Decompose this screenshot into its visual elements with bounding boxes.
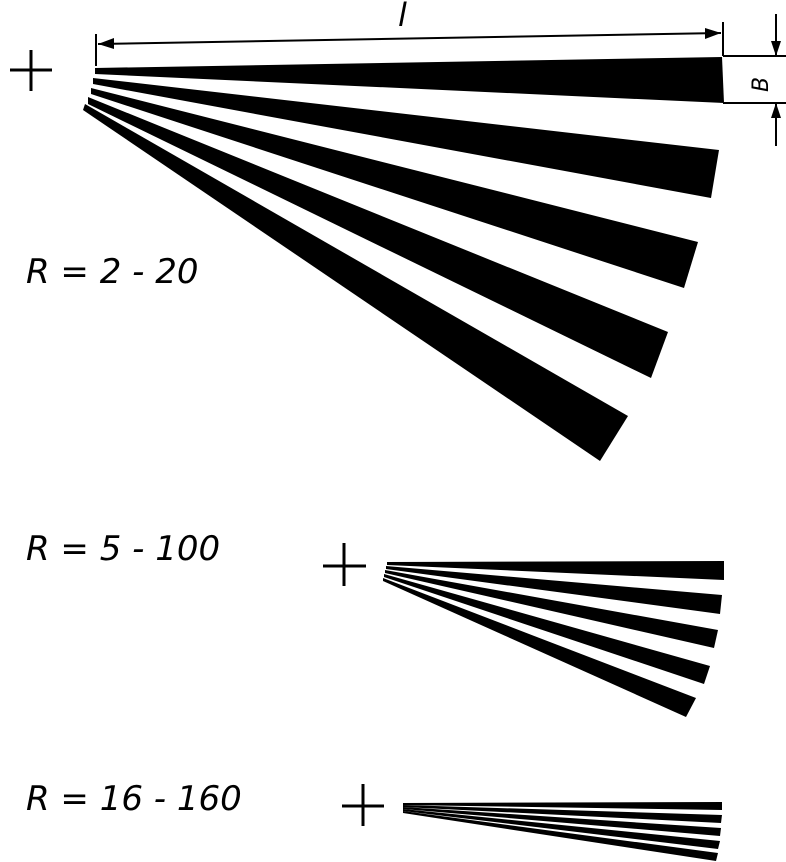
wedge-3-5 bbox=[403, 811, 718, 861]
wedge-3-4 bbox=[403, 809, 720, 849]
ray-group-2: R = 5 - 100 bbox=[26, 529, 724, 717]
range-label-3: R = 16 - 160 bbox=[26, 779, 242, 819]
length-dimension bbox=[95, 22, 724, 66]
wedge-3-1 bbox=[403, 802, 722, 810]
range-label-1: R = 2 - 20 bbox=[26, 252, 199, 292]
center-cross-2 bbox=[323, 543, 366, 586]
wedge-2-1 bbox=[387, 561, 724, 580]
center-cross-3 bbox=[342, 784, 384, 826]
wedge-2-4 bbox=[384, 574, 710, 684]
center-cross-1 bbox=[10, 50, 52, 91]
ray-group-3: R = 16 - 160 bbox=[26, 779, 722, 861]
wedge-1-4 bbox=[88, 97, 668, 378]
wedge-3-2 bbox=[403, 805, 722, 823]
width-dimension bbox=[723, 14, 786, 146]
wedge-1-1 bbox=[95, 57, 724, 103]
wedge-2-5 bbox=[383, 578, 696, 717]
wedge-1-5 bbox=[83, 104, 628, 461]
range-label-2: R = 5 - 100 bbox=[26, 529, 220, 569]
ray-group-1: l B R = 2 - 20 bbox=[10, 0, 786, 461]
length-label: l bbox=[398, 0, 407, 34]
wedge-1-3 bbox=[91, 88, 698, 288]
wedge-2-2 bbox=[386, 566, 722, 614]
wedge-2-3 bbox=[385, 570, 718, 648]
width-label: B bbox=[749, 77, 774, 92]
wedge-3-3 bbox=[403, 807, 721, 836]
wedge-1-2 bbox=[93, 78, 719, 198]
